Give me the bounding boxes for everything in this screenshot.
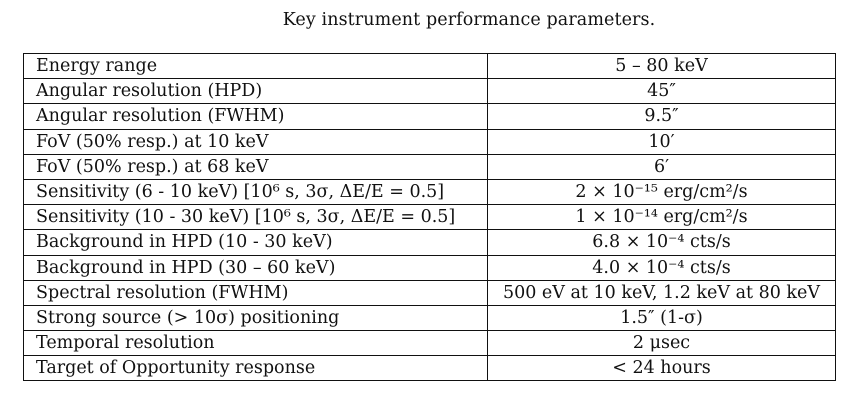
value-cell: 1.5″ (1-σ) bbox=[487, 304, 836, 332]
table-row: Target of Opportunity response < 24 hour… bbox=[23, 355, 836, 382]
parameter-cell: Temporal resolution bbox=[23, 330, 488, 357]
table-row: Angular resolution (FWHM) 9.5″ bbox=[23, 103, 836, 130]
table-row: Sensitivity (6 - 10 keV) [10⁶ s, 3σ, ΔE/… bbox=[23, 178, 836, 206]
value-cell: 9.5″ bbox=[487, 103, 836, 130]
parameter-cell: Spectral resolution (FWHM) bbox=[23, 279, 488, 306]
parameter-cell: Sensitivity (6 - 10 keV) [10⁶ s, 3σ, ΔE/… bbox=[23, 178, 488, 206]
table-row: FoV (50% resp.) at 10 keV 10′ bbox=[23, 128, 836, 155]
value-cell: 6.8 × 10⁻⁴ cts/s bbox=[487, 229, 836, 256]
performance-parameters-table: Energy range 5 – 80 keV Angular resoluti… bbox=[23, 52, 836, 382]
table-row: Strong source (> 10σ) positioning 1.5″ (… bbox=[23, 304, 836, 332]
value-cell: 500 eV at 10 keV, 1.2 keV at 80 keV bbox=[487, 279, 836, 306]
value-cell: 10′ bbox=[487, 128, 836, 155]
parameter-cell: Energy range bbox=[23, 52, 488, 80]
parameter-cell: Angular resolution (HPD) bbox=[23, 78, 488, 105]
value-cell: 2 μsec bbox=[487, 330, 836, 357]
value-cell: 5 – 80 keV bbox=[487, 52, 836, 80]
value-cell: 1 × 10⁻¹⁴ erg/cm²/s bbox=[487, 204, 836, 231]
table-row: Temporal resolution 2 μsec bbox=[23, 330, 836, 357]
table-row: Background in HPD (10 - 30 keV) 6.8 × 10… bbox=[23, 229, 836, 256]
table-row: Energy range 5 – 80 keV bbox=[23, 52, 836, 80]
table-row: Background in HPD (30 – 60 keV) 4.0 × 10… bbox=[23, 254, 836, 281]
parameter-cell: Sensitivity (10 - 30 keV) [10⁶ s, 3σ, ΔE… bbox=[23, 204, 488, 231]
parameter-cell: Strong source (> 10σ) positioning bbox=[23, 304, 488, 332]
value-cell: < 24 hours bbox=[487, 355, 836, 382]
value-cell: 6′ bbox=[487, 153, 836, 180]
parameter-cell: Background in HPD (30 – 60 keV) bbox=[23, 254, 488, 281]
value-cell: 2 × 10⁻¹⁵ erg/cm²/s bbox=[487, 178, 836, 206]
parameter-cell: Angular resolution (FWHM) bbox=[23, 103, 488, 130]
parameter-cell: Target of Opportunity response bbox=[23, 355, 488, 382]
parameter-cell: FoV (50% resp.) at 68 keV bbox=[23, 153, 488, 180]
table-row: Sensitivity (10 - 30 keV) [10⁶ s, 3σ, ΔE… bbox=[23, 204, 836, 231]
value-cell: 45″ bbox=[487, 78, 836, 105]
table-row: Spectral resolution (FWHM) 500 eV at 10 … bbox=[23, 279, 836, 306]
table-caption: Key instrument performance parameters. bbox=[282, 10, 656, 30]
table-row: Angular resolution (HPD) 45″ bbox=[23, 78, 836, 105]
parameter-cell: Background in HPD (10 - 30 keV) bbox=[23, 229, 488, 256]
value-cell: 4.0 × 10⁻⁴ cts/s bbox=[487, 254, 836, 281]
table-row: FoV (50% resp.) at 68 keV 6′ bbox=[23, 153, 836, 180]
parameter-cell: FoV (50% resp.) at 10 keV bbox=[23, 128, 488, 155]
